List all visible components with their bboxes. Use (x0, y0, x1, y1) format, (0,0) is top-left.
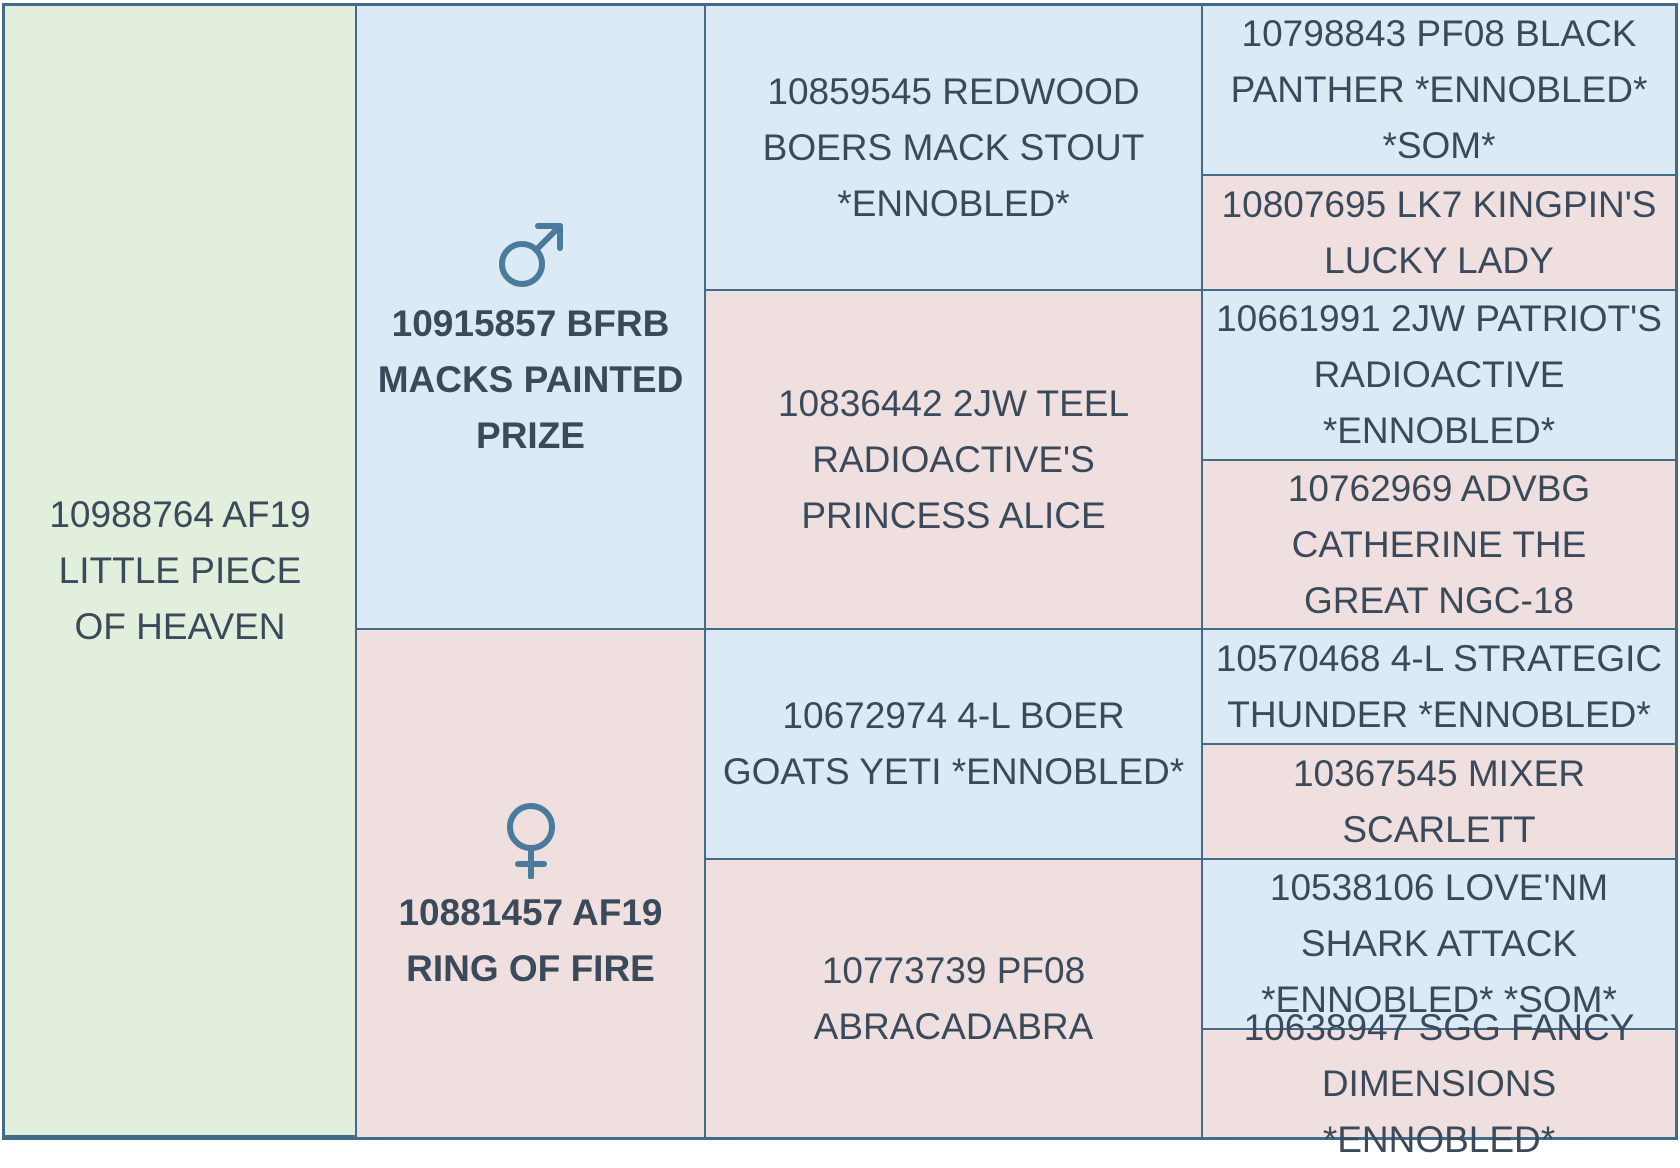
great-grandparent-3-cell: 10661991 2JW PATRIOT'S RADIOACTIVE *ENNO… (1203, 291, 1675, 461)
paternal-grandsire-cell: 10859545 REDWOOD BOERS MACK STOUT *ENNOB… (706, 6, 1203, 291)
subject-cell: 10988764 AF19 LITTLE PIECE OF HEAVEN (5, 6, 357, 1137)
great-grandparent-7-cell: 10538106 LOVE'NM SHARK ATTACK *ENNOBLED*… (1203, 860, 1675, 1030)
maternal-granddam-cell: 10773739 PF08 ABRACADABRA (706, 860, 1203, 1137)
female-symbol-icon (506, 802, 555, 879)
paternal-grandsire-name: 10859545 REDWOOD BOERS MACK STOUT *ENNOB… (762, 70, 1145, 224)
pedigree-chart: 10988764 AF19 LITTLE PIECE OF HEAVEN 109… (2, 3, 1678, 1160)
great-grandparent-2-name: 10807695 LK7 KINGPIN'S LUCKY LADY (1221, 183, 1657, 281)
great-grandparent-7-name: 10538106 LOVE'NM SHARK ATTACK *ENNOBLED*… (1261, 867, 1617, 1020)
great-grandparent-3-name: 10661991 2JW PATRIOT'S RADIOACTIVE *ENNO… (1216, 298, 1662, 451)
great-grandparent-5-name: 10570468 4-L STRATEGIC THUNDER *ENNOBLED… (1215, 637, 1663, 735)
great-grandparent-4-name: 10762969 ADVBG CATHERINE THE GREAT NGC-1… (1287, 467, 1591, 621)
paternal-granddam-cell: 10836442 2JW TEEL RADIOACTIVE'S PRINCESS… (706, 291, 1203, 630)
great-grandparent-4-cell: 10762969 ADVBG CATHERINE THE GREAT NGC-1… (1203, 461, 1675, 630)
great-grandparent-1-cell: 10798843 PF08 BLACK PANTHER *ENNOBLED* *… (1203, 6, 1675, 176)
maternal-grandsire-cell: 10672974 4-L BOER GOATS YETI *ENNOBLED* (706, 630, 1203, 860)
great-grandparent-6-name: 10367545 MIXER SCARLETT (1292, 752, 1586, 850)
maternal-grandsire-name: 10672974 4-L BOER GOATS YETI *ENNOBLED* (722, 695, 1185, 792)
great-grandparent-8-cell: 10638947 SGG FANCY DIMENSIONS *ENNOBLED* (1203, 1007, 1675, 1160)
paternal-granddam-name: 10836442 2JW TEEL RADIOACTIVE'S PRINCESS… (777, 382, 1130, 536)
subject-name: 10988764 AF19 LITTLE PIECE OF HEAVEN (49, 493, 311, 647)
great-grandparent-8-name: 10638947 SGG FANCY DIMENSIONS *ENNOBLED* (1243, 1006, 1635, 1160)
male-symbol-icon (498, 223, 563, 287)
maternal-granddam-name: 10773739 PF08 ABRACADABRA (813, 949, 1094, 1047)
dam-cell: 10881457 AF19 RING OF FIRE (357, 630, 706, 1137)
great-grandparent-5-cell: 10570468 4-L STRATEGIC THUNDER *ENNOBLED… (1203, 630, 1675, 745)
great-grandparent-2-cell: 10807695 LK7 KINGPIN'S LUCKY LADY (1203, 176, 1675, 291)
sire-name: 10915857 BFRB MACKS PAINTED PRIZE (377, 303, 684, 456)
dam-name: 10881457 AF19 RING OF FIRE (398, 891, 663, 989)
great-grandparent-1-name: 10798843 PF08 BLACK PANTHER *ENNOBLED* *… (1230, 13, 1648, 166)
sire-cell: 10915857 BFRB MACKS PAINTED PRIZE (357, 6, 706, 630)
great-grandparent-6-cell: 10367545 MIXER SCARLETT (1203, 745, 1675, 860)
